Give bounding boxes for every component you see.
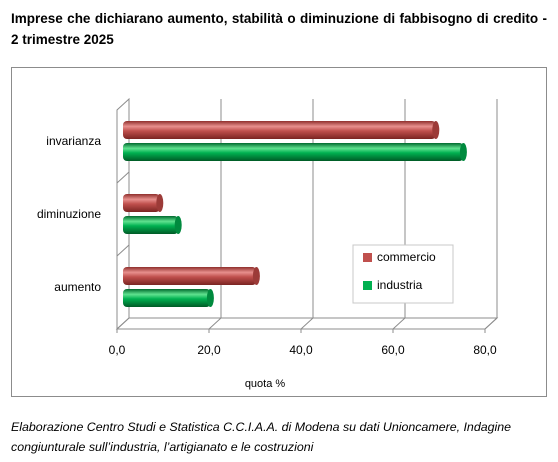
gridline-depth [208, 317, 222, 330]
category-label: invarianza [46, 134, 101, 148]
gridline-depth [116, 317, 130, 330]
bar-end-cap [206, 289, 214, 307]
category-label: aumento [54, 280, 101, 294]
bars [123, 121, 467, 307]
source-caption: Elaborazione Centro Studi e Statistica C… [11, 420, 512, 454]
x-tick-label: 60,0 [381, 343, 405, 357]
bar-body [123, 216, 179, 234]
bar-chart: aumento diminuzione invarianza 0,0 20,0 40,0… [37, 97, 499, 390]
gridline-depth [484, 317, 498, 330]
bar-end-cap [432, 121, 440, 139]
bar-commercio-aumento [123, 267, 260, 285]
bar-end-cap [459, 143, 467, 161]
bar-body [123, 143, 464, 161]
gridline-depth [300, 317, 314, 330]
bar-body [123, 267, 257, 285]
legend-label-industria: industria [377, 278, 423, 292]
chart-frame [11, 67, 547, 397]
bar-body [123, 194, 160, 212]
bar-commercio-diminuzione [123, 194, 164, 212]
x-axis-label: quota % [245, 378, 286, 390]
legend-swatch-industria [363, 281, 372, 290]
bar-body [123, 289, 211, 307]
category-labels: aumento diminuzione invarianza [37, 134, 101, 294]
bar-end-cap [252, 267, 260, 285]
x-tick-labels: 0,0 20,0 40,0 60,0 80,0 [109, 343, 497, 357]
bar-end-cap [156, 194, 164, 212]
x-tick-label: 20,0 [197, 343, 221, 357]
legend: commercio industria [352, 244, 454, 304]
chart-title: Imprese che dichiarano aumento, stabilit… [11, 11, 547, 47]
bar-industria-diminuzione [123, 216, 182, 234]
bar-industria-aumento [123, 289, 214, 307]
x-tick-label: 40,0 [289, 343, 313, 357]
x-tick-label: 80,0 [473, 343, 497, 357]
legend-swatch-commercio [363, 253, 372, 262]
category-label: diminuzione [37, 207, 101, 221]
bar-body [123, 121, 436, 139]
x-tick-label: 0,0 [109, 343, 126, 357]
bar-end-cap [174, 216, 182, 234]
gridline-depth [392, 317, 406, 330]
bar-commercio-invarianza [123, 121, 440, 139]
category-separator [116, 171, 130, 184]
category-separator [116, 244, 130, 257]
legend-label-commercio: commercio [377, 250, 436, 264]
bar-industria-invarianza [123, 143, 467, 161]
